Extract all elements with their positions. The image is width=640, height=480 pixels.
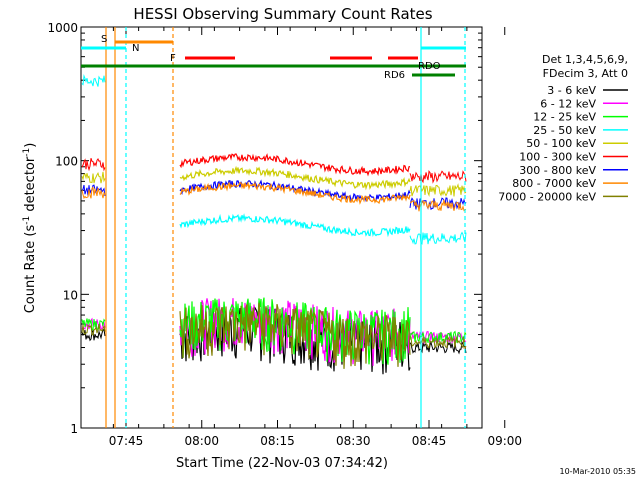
series-line-early xyxy=(81,184,106,197)
legend-header-line-2: FDecim 3, Att 0 xyxy=(543,67,628,80)
y-axis-label: Count Rate (s-1 detector-1) xyxy=(22,143,38,314)
plot-frame xyxy=(80,26,483,429)
legend-label: 7000 - 20000 keV xyxy=(498,190,596,203)
x-tick-label: 08:00 xyxy=(184,434,219,448)
flags-layer: S N F RDO RD6 xyxy=(81,34,466,81)
series-line-late xyxy=(409,340,467,355)
legend-label: 100 - 300 keV xyxy=(519,151,596,164)
legend-label: 6 - 12 keV xyxy=(540,97,596,110)
series-line-early xyxy=(81,318,106,331)
series-line-early xyxy=(81,171,106,184)
series-layer xyxy=(81,27,467,428)
x-tick-label: 07:45 xyxy=(109,434,144,448)
series-line xyxy=(179,302,411,369)
flag-label: RD6 xyxy=(384,70,405,81)
flag-label: RDO xyxy=(418,61,441,72)
series-group xyxy=(81,27,467,428)
series-line xyxy=(179,165,411,191)
series-line-late xyxy=(409,183,467,198)
series-line-late xyxy=(409,170,467,184)
series-line xyxy=(179,181,411,205)
series-line-early xyxy=(81,186,106,200)
x-tick-label: 09:00 xyxy=(487,434,522,448)
chart-title: HESSI Observing Summary Count Rates xyxy=(133,5,432,23)
y-tick-label: 10 xyxy=(63,288,78,302)
series-line-early xyxy=(81,328,106,342)
y-tick-label: 1000 xyxy=(47,21,78,35)
series-line-late xyxy=(409,231,467,245)
x-axis-label: Start Time (22-Nov-03 07:34:42) xyxy=(176,456,388,471)
series-line-early xyxy=(81,158,106,172)
series-line-late xyxy=(409,197,467,211)
series-line-early xyxy=(81,324,106,336)
series-line-late xyxy=(410,199,467,212)
x-tick-label: 08:45 xyxy=(412,434,447,448)
legend-header-line-1: Det 1,3,4,5,6,9, xyxy=(542,53,628,66)
legend-label: 300 - 800 keV xyxy=(519,164,596,177)
flag-label: N xyxy=(132,43,139,54)
series-line xyxy=(179,213,411,238)
series-line-early xyxy=(81,74,106,87)
axis-ticks: 1 10 100 1000 07:45 08:00 08:15 08:30 08:45 09:00 xyxy=(47,21,522,448)
flag-label: S xyxy=(101,34,107,45)
legend-label: 800 - 7000 keV xyxy=(512,177,596,190)
x-tick-label: 08:30 xyxy=(336,434,371,448)
series-line xyxy=(179,179,411,203)
flag-label: F xyxy=(170,53,176,64)
y-tick-label: 1 xyxy=(70,422,78,436)
legend-label: 25 - 50 keV xyxy=(533,124,596,137)
legend-label: 12 - 25 keV xyxy=(533,111,596,124)
series-line xyxy=(179,306,411,375)
legend-label: 50 - 100 keV xyxy=(526,137,596,150)
series-line-late xyxy=(409,335,467,350)
series-line xyxy=(179,153,411,177)
legend-label: 3 - 6 keV xyxy=(547,84,596,97)
footer-date: 10-Mar-2010 05:35 xyxy=(560,467,637,476)
x-tick-label: 08:15 xyxy=(260,434,295,448)
y-tick-label: 100 xyxy=(55,155,78,169)
